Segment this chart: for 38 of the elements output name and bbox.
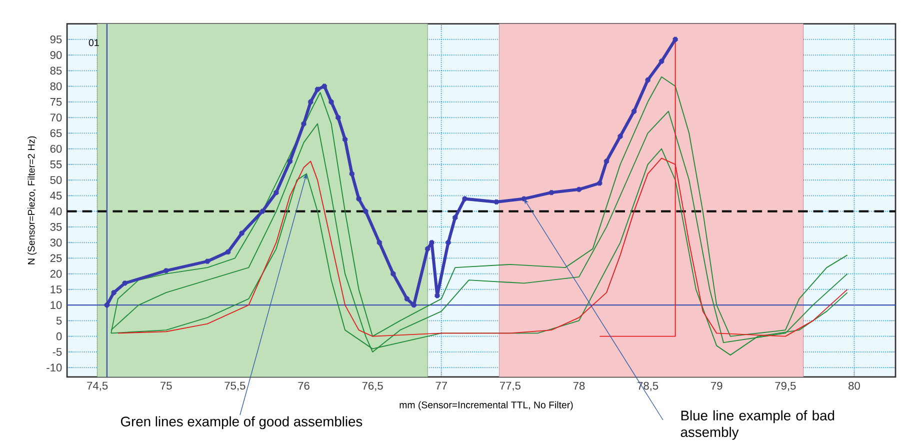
- y-tick-label: 10: [50, 301, 62, 309]
- x-tick-label: 77: [436, 382, 447, 390]
- annotation: Gren lines example of good assemblies: [120, 416, 362, 430]
- x-tick-label: 79,5: [775, 382, 796, 391]
- y-tick-label: 30: [50, 238, 62, 246]
- x-tick-label: 74,5: [87, 382, 108, 391]
- x-tick-label: 75: [160, 382, 172, 390]
- annotation: 01: [88, 39, 99, 46]
- y-tick-label: 55: [50, 160, 62, 168]
- y-tick-label: 40: [50, 207, 62, 216]
- y-tick-label: 85: [50, 66, 62, 75]
- y-tick-label: 45: [50, 192, 62, 200]
- x-tick-label: 78: [573, 382, 585, 390]
- y-tick-label: 20: [50, 270, 62, 278]
- x-tick-label: 79: [711, 382, 722, 390]
- y-tick-label: 0: [56, 332, 62, 340]
- annotation: Blue line example of bad assembly: [680, 410, 834, 440]
- y-tick-label: 50: [50, 176, 62, 184]
- y-tick-label: -10: [46, 364, 62, 372]
- x-tick-label: 80: [848, 382, 860, 390]
- y-tick-label: 60: [50, 144, 62, 153]
- x-tick-label: 76,5: [362, 382, 383, 391]
- y-tick-label: 90: [50, 51, 62, 59]
- y-tick-label: 25: [50, 254, 62, 262]
- y-tick-label: -5: [52, 348, 62, 356]
- y-tick-label: 35: [50, 223, 62, 231]
- y-tick-label: 70: [50, 114, 62, 122]
- y-tick-label: 75: [50, 98, 62, 106]
- x-tick-label: 77,5: [500, 382, 520, 391]
- x-tick-label: 75,5: [224, 382, 246, 391]
- y-tick-label: 15: [50, 286, 62, 294]
- y-tick-label: 95: [50, 35, 62, 44]
- y-tick-label: 65: [50, 129, 62, 138]
- y-axis-title: N (Sensor=Piezo, Filter=2 Hz): [28, 136, 37, 264]
- y-tick-label: 80: [50, 82, 62, 90]
- x-axis-title: mm (Sensor=Incremental TTL, No Filter): [400, 401, 573, 410]
- y-tick-label: 5: [56, 316, 62, 325]
- x-tick-label: 76: [298, 382, 310, 390]
